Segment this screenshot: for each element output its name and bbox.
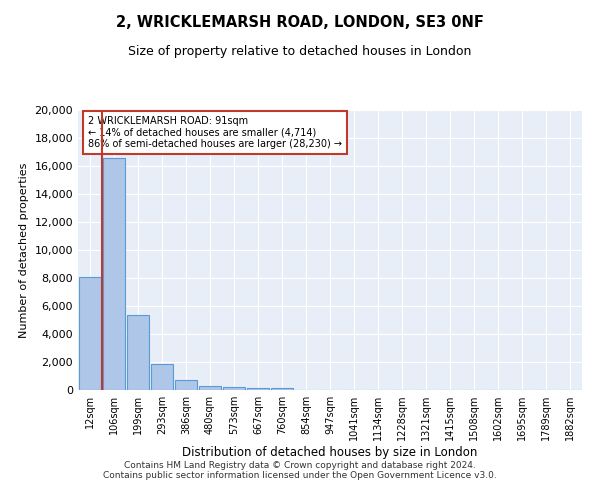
Bar xyxy=(271,388,293,390)
Bar xyxy=(127,315,149,390)
Bar xyxy=(151,364,173,390)
Text: Size of property relative to detached houses in London: Size of property relative to detached ho… xyxy=(128,45,472,58)
Bar xyxy=(199,386,221,390)
Bar xyxy=(103,158,125,390)
Y-axis label: Number of detached properties: Number of detached properties xyxy=(19,162,29,338)
Bar xyxy=(223,387,245,390)
Text: 2, WRICKLEMARSH ROAD, LONDON, SE3 0NF: 2, WRICKLEMARSH ROAD, LONDON, SE3 0NF xyxy=(116,15,484,30)
Text: Contains HM Land Registry data © Crown copyright and database right 2024.
Contai: Contains HM Land Registry data © Crown c… xyxy=(103,460,497,480)
X-axis label: Distribution of detached houses by size in London: Distribution of detached houses by size … xyxy=(182,446,478,459)
Bar xyxy=(79,278,101,390)
Bar xyxy=(175,380,197,390)
Bar xyxy=(247,388,269,390)
Text: 2 WRICKLEMARSH ROAD: 91sqm
← 14% of detached houses are smaller (4,714)
86% of s: 2 WRICKLEMARSH ROAD: 91sqm ← 14% of deta… xyxy=(88,116,342,149)
